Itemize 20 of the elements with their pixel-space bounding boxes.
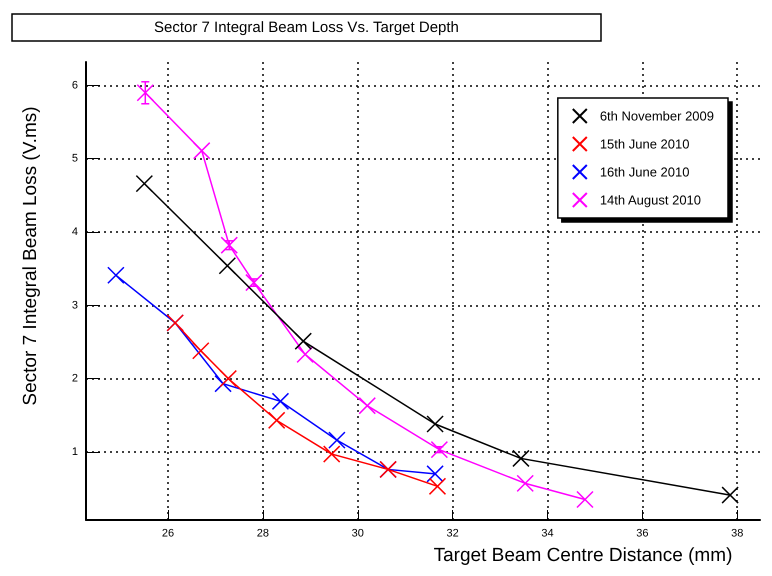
x-tick-label: 30 — [352, 528, 364, 540]
y-axis-title: Sector 7 Integral Beam Loss (V.ms) — [20, 106, 41, 406]
legend-label: 15th June 2010 — [600, 136, 690, 152]
legend-label: 16th June 2010 — [600, 164, 690, 180]
y-tick-label: 5 — [72, 152, 78, 165]
y-tick-label: 2 — [72, 372, 78, 385]
x-axis-title: Target Beam Centre Distance (mm) — [434, 545, 732, 566]
x-tick-label: 32 — [446, 528, 459, 540]
x-tick-label: 34 — [541, 528, 554, 540]
y-tick-label: 3 — [72, 299, 78, 312]
y-tick-label: 6 — [72, 79, 78, 92]
y-tick-label: 4 — [72, 226, 78, 238]
legend-label: 6th November 2009 — [600, 108, 714, 124]
y-tick-label: 1 — [72, 446, 78, 458]
x-tick-label: 26 — [162, 528, 174, 540]
x-tick-label: 28 — [256, 528, 270, 540]
x-tick-label: 36 — [636, 528, 648, 540]
chart-title: Sector 7 Integral Beam Loss Vs. Target Depth — [154, 19, 459, 36]
legend-label: 14th August 2010 — [600, 192, 702, 208]
x-tick-label: 38 — [731, 528, 744, 540]
